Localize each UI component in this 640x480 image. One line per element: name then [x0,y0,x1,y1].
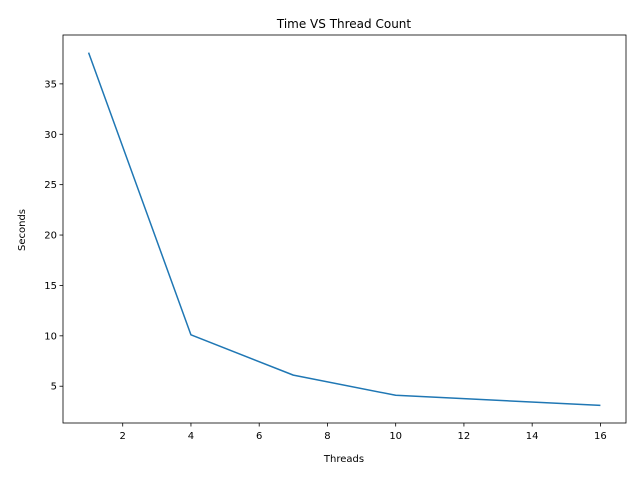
x-tick-label: 2 [120,431,126,442]
x-tick-label: 4 [188,431,194,442]
x-axis: 2 4 6 8 10 12 14 16 [120,423,607,442]
plot-frame [62,34,627,424]
x-tick-label: 10 [389,431,402,442]
plot-area [87,52,601,407]
x-tick-label: 12 [458,431,471,442]
y-tick-label: 25 [44,180,57,191]
x-tick-label: 8 [324,431,330,442]
x-tick-label: 6 [256,431,262,442]
y-tick-label: 20 [44,231,57,242]
y-axis-label: Seconds [17,209,28,251]
chart-title: Time VS Thread Count [276,17,412,31]
y-tick-label: 10 [44,331,57,342]
series-line-0 [87,52,601,407]
y-tick-label: 5 [51,382,57,393]
x-tick-label: 14 [526,431,539,442]
y-axis: 5 10 15 20 25 30 35 [44,79,63,393]
y-tick-label: 35 [44,79,57,90]
y-tick-label: 30 [44,130,57,141]
x-axis-label: Threads [323,454,364,465]
x-tick-label: 16 [594,431,607,442]
y-tick-label: 15 [44,281,57,292]
